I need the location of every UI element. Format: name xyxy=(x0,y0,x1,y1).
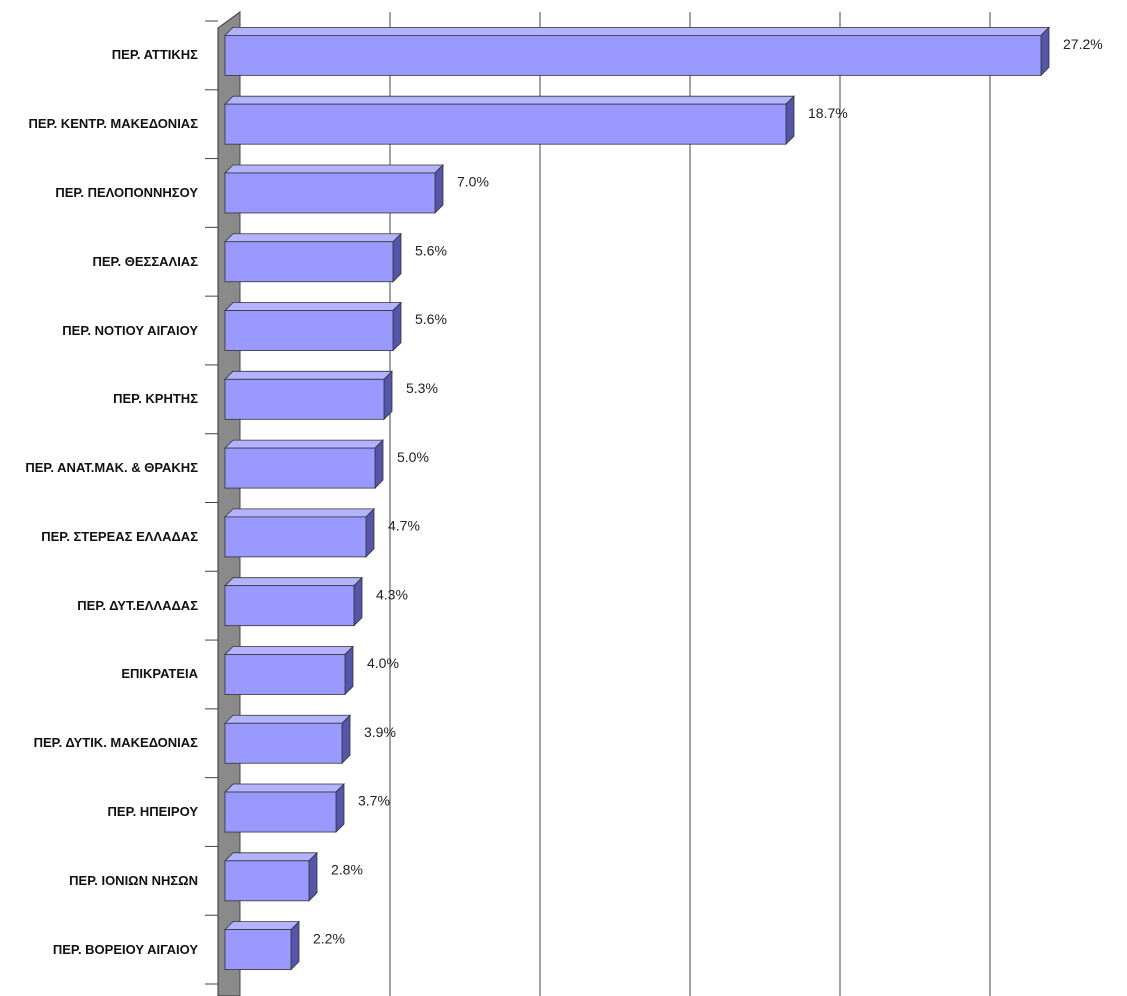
bar-side xyxy=(341,714,351,765)
y-tick-label: ΠΕΡ. ΣΤΕΡΕΑΣ ΕΛΛΑΔΑΣ xyxy=(41,528,198,544)
bar-side xyxy=(434,163,444,214)
y-tick-label: ΕΠΙΚΡΑΤΕΙΑ xyxy=(121,666,198,682)
y-tick-label: ΠΕΡ. ΑΝΑΤ.ΜΑΚ. & ΘΡΑΚΗΣ xyxy=(25,460,198,476)
data-label: 4.7% xyxy=(388,518,420,534)
bar-side xyxy=(335,783,345,834)
data-label: 27.2% xyxy=(1063,36,1103,52)
bar-top xyxy=(224,164,444,174)
bar-top xyxy=(224,302,402,311)
bar-side xyxy=(374,439,384,490)
bar-side xyxy=(308,851,318,902)
y-tick-label: ΠΕΡ. ΑΤΤΙΚΗΣ xyxy=(111,47,198,63)
y-tick-label: ΠΕΡ. ΚΕΝΤΡ. ΜΑΚΕΔΟΝΙΑΣ xyxy=(28,116,198,132)
bar xyxy=(224,516,367,558)
y-tick-label: ΠΕΡ. ΔΥΤΙΚ. ΜΑΚΕΔΟΝΙΑΣ xyxy=(33,735,198,751)
bar xyxy=(224,929,292,971)
bar-side xyxy=(353,576,363,627)
y-tick-label: ΠΕΡ. ΒΟΡΕΙΟΥ ΑΙΓΑΙΟΥ xyxy=(52,941,198,957)
data-label: 7.0% xyxy=(457,174,489,190)
bar-top xyxy=(224,508,375,518)
bar-side xyxy=(1040,26,1050,77)
data-label: 4.0% xyxy=(367,655,399,671)
bar-side xyxy=(383,370,393,421)
bar-top xyxy=(224,370,393,380)
bar xyxy=(224,310,394,351)
y-tick-label: ΠΕΡ. ΘΕΣΣΑΛΙΑΣ xyxy=(92,253,198,269)
bar-top xyxy=(224,577,363,587)
y-tick-label: ΠΕΡ. ΝΟΤΙΟΥ ΑΙΓΑΙΟΥ xyxy=(62,322,198,338)
y-tick-label: ΠΕΡ. ΠΕΛΟΠΟΝΝΗΣΟΥ xyxy=(55,184,198,200)
bar xyxy=(224,378,385,420)
axis-wall xyxy=(217,11,241,996)
bar-top xyxy=(224,714,351,724)
data-label: 5.6% xyxy=(415,242,447,258)
bar xyxy=(224,791,337,833)
y-tick-label: ΠΕΡ. ΚΡΗΤΗΣ xyxy=(113,391,198,407)
bar xyxy=(224,722,343,764)
bar-side xyxy=(290,920,300,971)
data-label: 2.8% xyxy=(331,862,363,878)
bar-side xyxy=(365,507,375,558)
data-label: 2.2% xyxy=(313,930,345,946)
data-label: 3.7% xyxy=(358,793,390,809)
bar xyxy=(224,860,310,902)
y-tick-label: ΠΕΡ. ΗΠΕΙΡΟΥ xyxy=(107,804,198,820)
y-tick-label: ΠΕΡ. ΔΥΤ.ΕΛΛΑΔΑΣ xyxy=(77,597,198,613)
data-label: 5.0% xyxy=(397,449,429,465)
bar-side xyxy=(392,301,402,352)
bar xyxy=(224,585,355,627)
bar-top xyxy=(224,26,1050,36)
data-label: 4.3% xyxy=(376,586,408,602)
bar-top xyxy=(224,646,354,655)
bar-top xyxy=(224,95,795,105)
bar-side xyxy=(344,645,354,696)
bar xyxy=(224,654,346,695)
bar xyxy=(224,447,376,489)
bar xyxy=(224,172,436,214)
data-label: 5.3% xyxy=(406,380,438,396)
bar-top xyxy=(224,852,318,862)
bar xyxy=(224,241,394,283)
bar-top xyxy=(224,783,345,793)
data-label: 3.9% xyxy=(364,724,396,740)
bar-top xyxy=(224,921,300,931)
bar xyxy=(224,34,1042,76)
bar-side xyxy=(785,95,795,146)
y-tick-label: ΠΕΡ. ΙΟΝΙΩΝ ΝΗΣΩΝ xyxy=(69,872,198,888)
bar-top xyxy=(224,233,402,243)
bar xyxy=(224,103,787,145)
data-label: 5.6% xyxy=(415,311,447,327)
bar-side xyxy=(392,232,402,283)
data-label: 18.7% xyxy=(808,105,848,121)
bar-top xyxy=(224,439,384,449)
